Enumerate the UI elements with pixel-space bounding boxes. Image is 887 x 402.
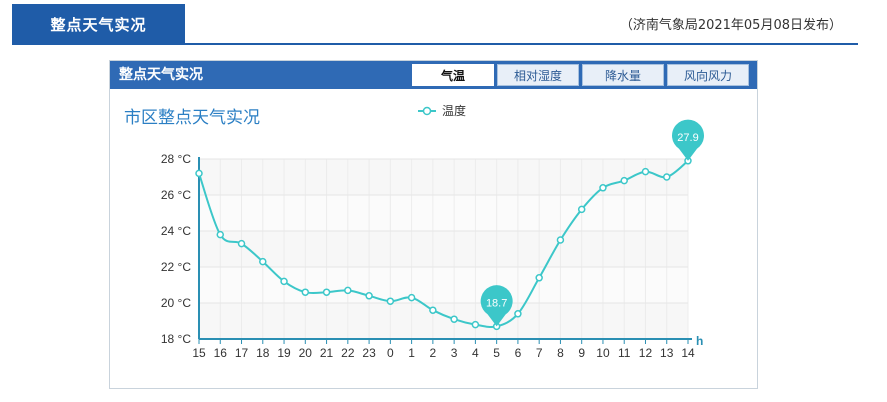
data-point [344,286,352,295]
x-tick-label: 7 [536,346,543,360]
page-title: 整点天气实况 [12,4,185,44]
x-tick-label: 4 [472,346,479,360]
x-tick-label: 16 [214,346,228,360]
x-tick-label: 6 [515,346,522,360]
data-point [429,306,437,314]
temperature-chart: 18 °C20 °C22 °C24 °C26 °C28 °C15 16 17 18 19… [161,103,704,360]
tab-temperature[interactable]: 气温 [412,64,494,86]
data-point [641,167,650,176]
x-tick-label: 11 [618,346,631,360]
x-tick-label: 0 [387,346,394,360]
x-tick-label: 9 [578,346,585,360]
x-axis-unit: h [696,334,703,348]
annotation-label: 27.9 [677,132,698,144]
header-divider [12,43,858,45]
data-point [365,292,373,300]
data-point [195,169,203,178]
data-point [599,184,607,192]
data-point [386,297,395,305]
plot-band [199,195,688,231]
data-point [407,293,416,302]
x-tick-label: 2 [430,346,437,360]
tab-wind[interactable]: 风向风力 [667,64,749,86]
data-point [471,320,480,329]
x-tick-label: 1 [408,346,415,360]
panel-title: 整点天气实况 [119,67,203,83]
plot-band [199,231,688,267]
x-tick-label: 3 [451,346,458,360]
chart-area: 市区整点天气实况 18 °C 20 °C 22 °C 24 °C 26 °C 28 °C 1… [110,89,757,388]
x-tick-label: 23 [362,346,376,360]
y-tick-label: 26 °C [161,188,191,202]
data-point [450,315,458,323]
x-tick-label: 20 [299,346,313,360]
x-tick-label: 19 [277,346,291,360]
data-point [259,257,267,266]
plot-band [199,159,688,195]
y-tick-label: 24 °C [161,224,191,238]
panel-header: 整点天气实况 气温 相对湿度 降水量 风向风力 [110,61,757,89]
x-tick-label: 5 [493,346,500,360]
x-tick-label: 10 [596,346,610,360]
data-point [662,173,671,181]
annotation-pin [480,285,513,327]
data-point [514,310,522,318]
legend-marker [422,106,432,116]
plot-band [199,303,688,339]
y-tick-label: 20 °C [161,296,191,310]
x-tick-label: 22 [341,346,355,360]
chart-title: 市区整点天气实况 [124,108,260,128]
x-tick-label: 17 [235,346,249,360]
x-tick-label: 21 [320,346,334,360]
y-tick-label: 22 °C [161,260,191,274]
data-point [577,205,586,214]
x-tick-label: 13 [660,346,674,360]
annotation-label: 18.7 [486,297,507,309]
plot-band [199,267,688,303]
legend-label: 温度 [442,103,466,118]
data-point [237,239,246,248]
data-point [556,236,565,244]
data-point [216,230,225,239]
tab-precipitation[interactable]: 降水量 [582,64,664,86]
data-point [535,274,543,282]
annotation-pin [672,119,704,161]
x-tick-label: 15 [192,346,206,360]
data-point [301,288,310,296]
x-tick-label: 12 [639,346,653,360]
publish-info: （济南气象局2021年05月08日发布） [619,18,842,33]
tab-humidity[interactable]: 相对湿度 [497,64,579,86]
y-tick-label: 28 °C [161,152,191,166]
x-tick-label: 18 [256,346,270,360]
x-tick-label: 8 [557,346,564,360]
top-bar: 整点天气实况 （济南气象局2021年05月08日发布） [0,0,887,46]
weather-panel: 整点天气实况 气温 相对湿度 降水量 风向风力 市区整点天气实况 18 °C 20… [109,60,758,389]
x-tick-label: 14 [681,346,695,360]
data-point [280,277,288,286]
data-point [620,176,628,185]
y-tick-label: 18 °C [161,332,191,346]
data-point [322,288,331,296]
